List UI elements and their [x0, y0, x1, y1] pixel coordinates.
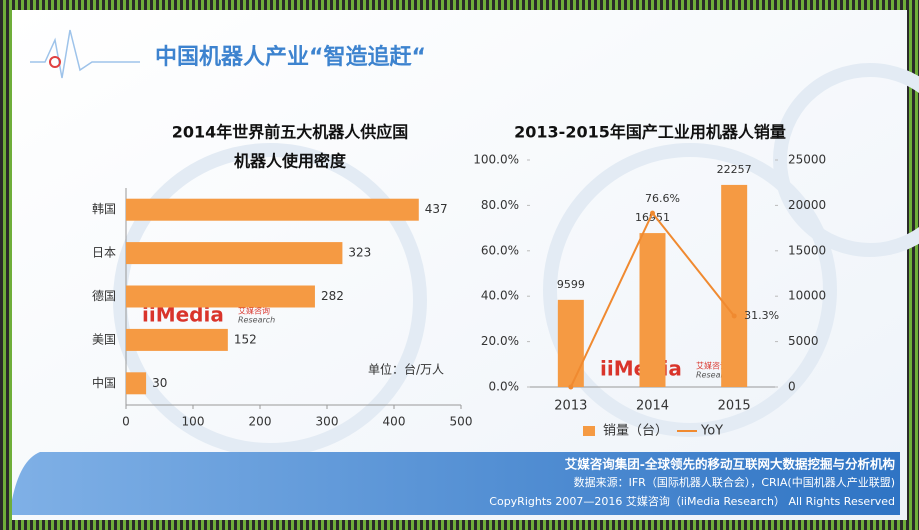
- y2-tick-label: 10000: [788, 289, 826, 303]
- watermark-cn: 艾媒咨询: [696, 361, 728, 371]
- value-label: 76.6%: [645, 192, 680, 205]
- y-tick-label: 60.0%: [481, 243, 519, 257]
- y-tick-label: 日本: [92, 246, 116, 260]
- y-tick-label: 中国: [92, 375, 116, 390]
- bar: [557, 299, 584, 387]
- legend-label: 销量（台）: [603, 424, 668, 439]
- y-tick-label: 100.0%: [473, 153, 519, 167]
- value-label: 16951: [635, 211, 670, 224]
- slide-bg: [12, 10, 907, 520]
- bar: [126, 242, 343, 265]
- y-tick-label: 80.0%: [481, 198, 519, 212]
- x-tick-label: 500: [450, 415, 473, 429]
- watermark-cn: 艾媒咨询: [238, 306, 270, 316]
- slide-title: 中国机器人产业“智造追赶“: [155, 44, 426, 70]
- bar: [639, 233, 666, 387]
- line-point: [650, 210, 655, 216]
- annotation: 单位：台/万人: [368, 362, 444, 377]
- x-tick-label: 2013: [554, 399, 587, 414]
- logo-dot: [49, 56, 61, 68]
- value-label: 323: [348, 246, 371, 260]
- y-tick-label: 0.0%: [489, 380, 520, 394]
- bar: [126, 372, 147, 395]
- y2-tick-label: 0: [788, 380, 796, 394]
- footer-line: 艾媒咨询集团-全球领先的移动互联网大数据挖掘与分析机构: [565, 457, 895, 472]
- value-label: 437: [425, 202, 448, 216]
- y2-tick-label: 15000: [788, 243, 826, 257]
- value-label: 9599: [557, 278, 585, 291]
- y2-tick-label: 5000: [788, 334, 819, 348]
- x-tick-label: 300: [316, 415, 339, 429]
- bar: [126, 285, 315, 308]
- x-tick-label: 0: [122, 415, 130, 429]
- watermark-sub: Research: [238, 316, 275, 325]
- x-tick-label: 100: [182, 415, 205, 429]
- footer-line: CopyRights 2007—2016 艾媒咨询（iiMedia Resear…: [489, 494, 895, 508]
- x-tick-label: 400: [383, 415, 406, 429]
- chart-title: 2014年世界前五大机器人供应国: [172, 123, 409, 142]
- value-label: 152: [234, 332, 257, 346]
- y-tick-label: 德国: [92, 288, 116, 303]
- value-label: 282: [321, 289, 344, 303]
- x-tick-label: 2015: [718, 399, 751, 414]
- footer-line: 数据来源：IFR（国际机器人联合会），CRIA(中国机器人产业联盟): [574, 475, 895, 489]
- y2-tick-label: 20000: [788, 198, 826, 212]
- value-label: 31.3%: [744, 309, 779, 322]
- footer-band: [12, 452, 900, 515]
- y-tick-label: 40.0%: [481, 289, 519, 303]
- value-label: 22257: [717, 163, 752, 176]
- y-tick-label: 韩国: [92, 201, 116, 216]
- value-label: 30: [152, 376, 167, 390]
- legend-label: YoY: [700, 424, 723, 439]
- line-point: [568, 384, 574, 390]
- bar: [126, 198, 419, 221]
- logo-line: [30, 29, 140, 79]
- watermark-sub: Research: [696, 371, 733, 380]
- x-tick-label: 2014: [636, 399, 669, 414]
- bar: [721, 184, 748, 387]
- y-tick-label: 20.0%: [481, 334, 519, 348]
- legend-swatch: [583, 426, 595, 436]
- line-point: [731, 313, 737, 319]
- y-tick-label: 美国: [92, 332, 116, 346]
- chart-title: 机器人使用密度: [234, 152, 347, 171]
- y2-tick-label: 25000: [788, 153, 826, 167]
- x-tick-label: 200: [249, 415, 272, 429]
- bar: [126, 328, 228, 351]
- chart-title: 2013-2015年国产工业用机器人销量: [514, 123, 786, 142]
